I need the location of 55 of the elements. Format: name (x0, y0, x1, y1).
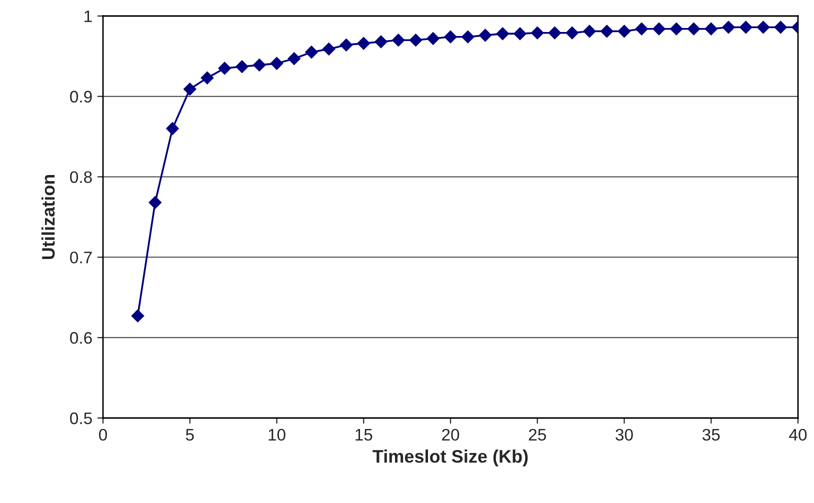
point (739, 20, 752, 34)
point (444, 30, 457, 44)
point (218, 62, 232, 75)
point (374, 35, 388, 48)
y-tick-label: 0.7 (70, 252, 92, 264)
y-tick-label: 0.6 (70, 332, 92, 344)
point (548, 26, 562, 40)
point (131, 309, 144, 322)
x-tick-label: 40 (789, 428, 807, 441)
point (426, 32, 440, 45)
point (409, 34, 422, 47)
x-tick-label: 20 (442, 428, 460, 441)
point (148, 196, 162, 209)
point (496, 27, 510, 40)
point (635, 22, 648, 36)
point (600, 24, 614, 38)
point (514, 27, 526, 40)
x-tick-label: 10 (268, 428, 286, 441)
point (357, 36, 370, 50)
point (478, 28, 492, 42)
x-tick-label: 30 (616, 428, 633, 441)
point (252, 58, 266, 72)
y-tick-label: 0.8 (70, 171, 92, 184)
point (670, 22, 683, 36)
x-tick-label: 0 (99, 428, 107, 441)
point (704, 22, 718, 36)
point (687, 22, 700, 36)
point (756, 20, 770, 34)
x-axis-title: Timeslot Size (Kb) (372, 450, 528, 466)
point (270, 57, 284, 70)
point (722, 20, 735, 34)
point (461, 30, 474, 44)
y-tick-label: 0.5 (70, 412, 92, 424)
point (774, 20, 788, 34)
point (392, 34, 405, 47)
y-tick-label: 1 (84, 10, 92, 22)
point (322, 42, 336, 56)
x-tick-label: 5 (186, 429, 194, 441)
point (618, 24, 631, 38)
x-tick-label: 35 (702, 428, 720, 441)
point (236, 60, 248, 74)
y-axis-title: Utilization (41, 174, 55, 260)
x-tick-label: 15 (356, 429, 372, 441)
point (166, 122, 179, 135)
point (288, 52, 301, 66)
point (566, 26, 579, 40)
point (305, 46, 318, 59)
point (200, 71, 214, 84)
point (340, 38, 353, 52)
y-tick-label: 0.9 (70, 90, 92, 103)
point (183, 82, 196, 96)
point (530, 26, 544, 40)
x-tick-label: 25 (528, 428, 546, 441)
point (652, 22, 666, 36)
point (583, 24, 596, 38)
